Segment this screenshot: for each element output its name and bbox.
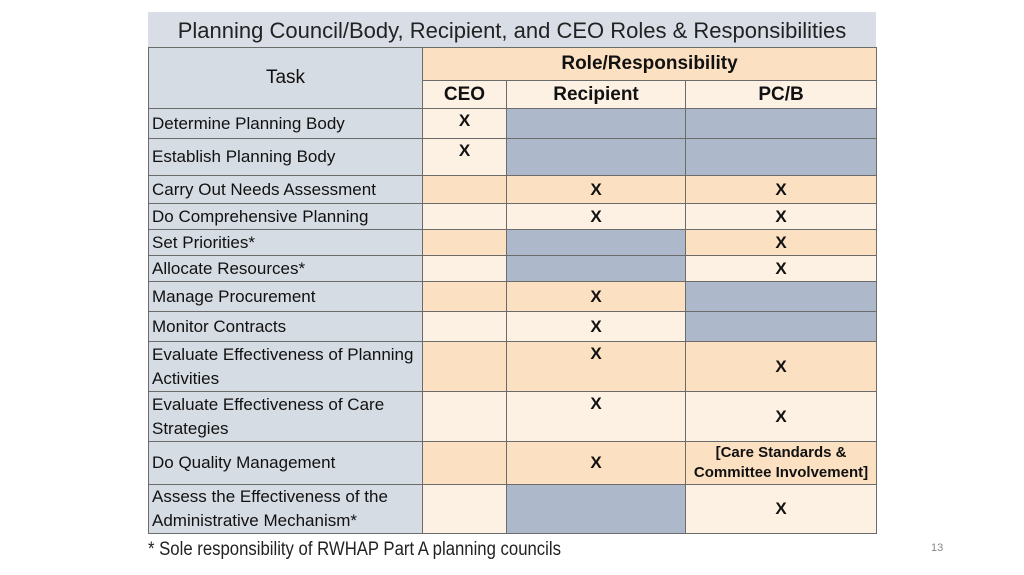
role-cell: X: [506, 281, 686, 312]
role-cell: [506, 108, 686, 139]
role-cell: [Care Standards & Committee Involvement]: [684, 441, 878, 485]
role-cell: X: [422, 108, 507, 139]
page-number: 13: [931, 542, 944, 554]
role-cell: X: [684, 484, 878, 534]
role-cell: [422, 341, 507, 392]
role-cell: X: [684, 255, 878, 282]
role-cell: [506, 229, 686, 256]
task-cell: Manage Procurement: [148, 281, 423, 312]
task-cell: Establish Planning Body: [148, 138, 423, 176]
role-cell: [422, 203, 507, 230]
role-cell: X: [684, 229, 878, 256]
task-cell: Do Quality Management: [148, 441, 423, 485]
task-cell: Carry Out Needs Assessment: [148, 175, 423, 204]
role-cell: [422, 484, 507, 534]
task-cell: Monitor Contracts: [148, 311, 423, 342]
role-cell: X: [684, 391, 878, 442]
header-group: Role/Responsibility: [421, 47, 878, 81]
slide-title: Planning Council/Body, Recipient, and CE…: [148, 12, 876, 47]
header-col: CEO: [422, 80, 507, 109]
role-cell: [422, 175, 507, 204]
task-cell: Do Comprehensive Planning: [148, 203, 423, 230]
role-cell: [684, 281, 878, 312]
role-cell: [422, 255, 507, 282]
role-cell: [506, 138, 686, 176]
roles-table: Task Role/Responsibility CEO Recipient P…: [148, 47, 878, 534]
role-cell: X: [506, 441, 686, 485]
footnote: * Sole responsibility of RWHAP Part A pl…: [148, 539, 561, 560]
role-cell: [684, 108, 878, 139]
role-cell: [422, 391, 507, 442]
task-cell: Evaluate Effectiveness of Care Strategie…: [148, 391, 423, 442]
role-cell: [422, 281, 507, 312]
task-cell: Allocate Resources*: [148, 255, 423, 282]
role-cell: [422, 229, 507, 256]
role-cell: [422, 441, 507, 485]
role-cell: X: [684, 175, 878, 204]
role-cell: X: [506, 311, 686, 342]
role-cell: X: [506, 175, 686, 204]
header-col: PC/B: [684, 80, 878, 109]
task-cell: Set Priorities*: [148, 229, 423, 256]
role-cell: X: [684, 341, 878, 392]
role-cell: X: [506, 391, 686, 442]
role-cell: X: [422, 138, 507, 176]
header-col: Recipient: [506, 80, 686, 109]
task-cell: Assess the Effectiveness of the Administ…: [148, 484, 423, 534]
task-cell: Evaluate Effectiveness of Planning Activ…: [148, 341, 423, 392]
role-cell: [506, 484, 686, 534]
role-cell: X: [506, 203, 686, 230]
header-task: Task: [148, 47, 423, 109]
role-cell: [506, 255, 686, 282]
role-cell: X: [506, 341, 686, 392]
role-cell: X: [684, 203, 878, 230]
role-cell: [684, 138, 878, 176]
role-cell: [422, 311, 507, 342]
role-cell: [684, 311, 878, 342]
task-cell: Determine Planning Body: [148, 108, 423, 139]
